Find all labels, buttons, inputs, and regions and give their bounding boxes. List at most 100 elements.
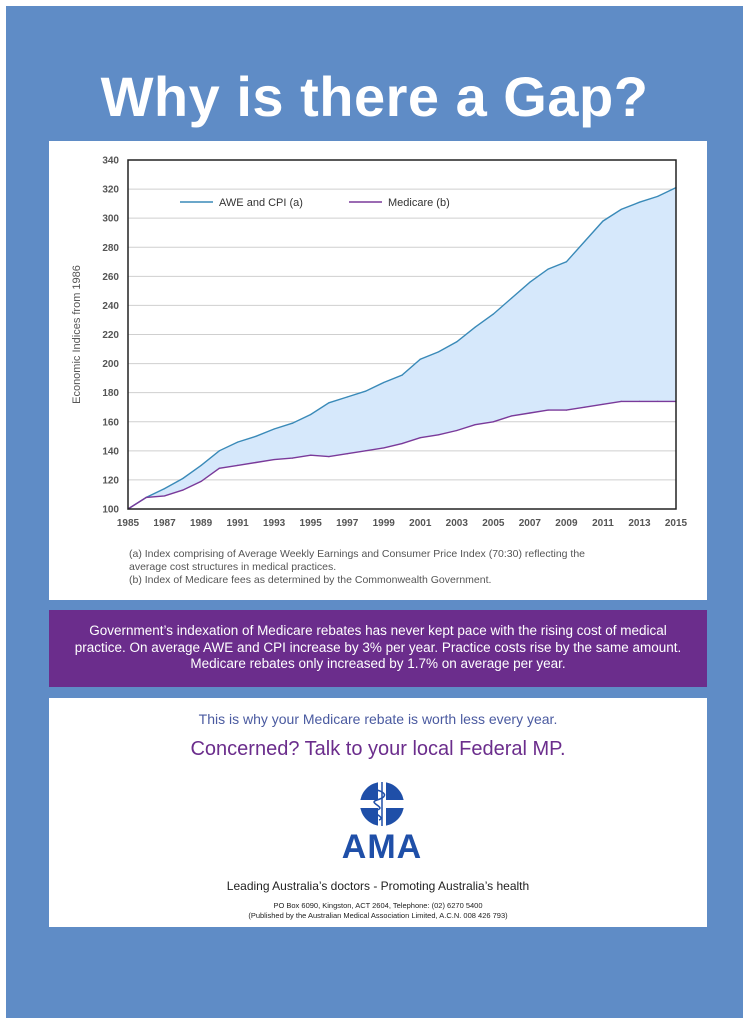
plot-frame	[127, 159, 677, 510]
data-point	[346, 453, 348, 455]
y-tick-label: 100	[102, 505, 119, 516]
x-tick-label: 2001	[409, 518, 432, 529]
data-point	[565, 409, 568, 411]
x-tick-label: 2015	[665, 518, 688, 529]
indexation-message-box: Government’s indexation of Medicare reba…	[49, 610, 707, 687]
y-tick-label: 300	[102, 214, 119, 225]
data-point	[218, 450, 220, 452]
data-point	[237, 441, 239, 443]
data-point	[419, 437, 421, 439]
concerned-message: Concerned? Talk to your local Federal MP…	[190, 738, 566, 760]
x-tick-label: 2007	[519, 518, 542, 529]
data-point	[602, 403, 604, 405]
footnote-b: (b) Index of Medicare fees as determined…	[129, 574, 492, 586]
data-point	[255, 435, 257, 437]
data-point	[310, 454, 312, 456]
data-point	[328, 402, 330, 404]
data-point	[401, 442, 403, 445]
data-point	[602, 220, 604, 222]
data-point	[218, 467, 220, 469]
address-line: PO Box 6090, Kingston, ACT 2604, Telepho…	[273, 901, 483, 910]
x-tick-label: 2011	[592, 518, 614, 529]
data-point	[492, 421, 494, 423]
footnote-a-line1: (a) Index comprising of Average Weekly E…	[129, 548, 586, 560]
line-chart: 100 120 140 160 180 200 220 240 260 280 300 320 340 1…	[71, 156, 688, 530]
data-point	[638, 201, 641, 203]
data-point	[163, 495, 166, 497]
ama-address: PO Box 6090, Kingston, ACT 2604, Telepho…	[49, 901, 707, 921]
data-point	[529, 412, 531, 414]
data-point	[328, 456, 330, 458]
x-tick-label: 1987	[153, 518, 176, 529]
poster-background: Why is there a Gap? 100 120 140 160 180 200 22…	[6, 6, 743, 1018]
data-point	[200, 464, 202, 466]
data-point	[620, 208, 622, 211]
data-point	[145, 496, 147, 498]
rebate-message: This is why your Medicare rebate is wort…	[198, 711, 558, 727]
data-point	[419, 358, 421, 360]
ama-logo-text: AMA	[341, 828, 423, 866]
data-point	[456, 341, 458, 343]
x-tick-label: 2005	[482, 518, 505, 529]
y-tick-label: 260	[102, 272, 119, 283]
data-point	[182, 477, 184, 480]
data-point	[346, 396, 348, 398]
data-point	[437, 434, 440, 436]
data-point	[620, 400, 622, 402]
ama-logo: AMA	[327, 780, 437, 870]
x-tick-label: 1985	[117, 518, 140, 529]
data-point	[456, 429, 458, 432]
legend-label: Medicare (b)	[388, 197, 450, 209]
data-point	[638, 400, 641, 402]
data-point	[547, 268, 549, 270]
data-point	[200, 480, 202, 482]
data-point	[310, 413, 312, 416]
data-point	[383, 381, 385, 384]
data-point	[657, 400, 659, 402]
y-tick-label: 160	[102, 417, 119, 428]
data-point	[291, 457, 293, 459]
publisher-line: (Published by the Australian Medical Ass…	[248, 911, 508, 920]
data-point	[584, 406, 586, 408]
legend-label: AWE and CPI (a)	[219, 197, 303, 209]
data-point	[182, 489, 184, 491]
chart-panel: 100 120 140 160 180 200 220 240 260 280 300 320 340 1…	[49, 141, 707, 600]
chart-footnotes: (a) Index comprising of Average Weekly E…	[129, 548, 689, 587]
x-tick-label: 1997	[336, 518, 359, 529]
data-point	[565, 261, 568, 263]
data-point	[291, 422, 293, 424]
data-point	[401, 374, 403, 376]
y-tick-label: 240	[102, 301, 119, 312]
data-point	[273, 458, 275, 461]
gap-area	[128, 187, 676, 509]
data-point	[364, 450, 367, 452]
ama-emblem-icon	[360, 782, 404, 826]
call-to-action-box: This is why your Medicare rebate is wort…	[49, 698, 707, 927]
data-point	[584, 240, 586, 243]
y-tick-label: 200	[102, 359, 119, 370]
y-tick-label: 120	[102, 475, 119, 486]
data-point	[657, 195, 659, 197]
y-tick-label: 220	[102, 330, 119, 341]
x-tick-label: 2013	[628, 518, 651, 529]
page-title: Why is there a Gap?	[100, 65, 649, 128]
y-tick-label: 140	[102, 446, 119, 457]
data-point	[511, 415, 513, 417]
data-point	[383, 447, 385, 449]
data-point	[511, 297, 513, 299]
y-tick-label: 280	[102, 243, 119, 254]
x-tick-label: 1991	[226, 518, 249, 529]
y-tick-label: 320	[102, 185, 119, 196]
x-tick-label: 1993	[263, 518, 286, 529]
ama-tagline: Leading Australia’s doctors - Promoting …	[226, 879, 530, 893]
indexation-message-text: Government’s indexation of Medicare reba…	[74, 623, 682, 671]
x-tick-label: 1995	[300, 518, 323, 529]
x-tick-label: 1989	[190, 518, 213, 529]
x-tick-label: 1999	[373, 518, 396, 529]
x-tick-label: 2003	[446, 518, 469, 529]
data-point	[437, 351, 440, 353]
data-point	[492, 313, 494, 315]
data-point	[364, 390, 367, 392]
data-point	[255, 461, 257, 464]
footnote-a-line2: average cost structures in medical pract…	[129, 561, 337, 573]
